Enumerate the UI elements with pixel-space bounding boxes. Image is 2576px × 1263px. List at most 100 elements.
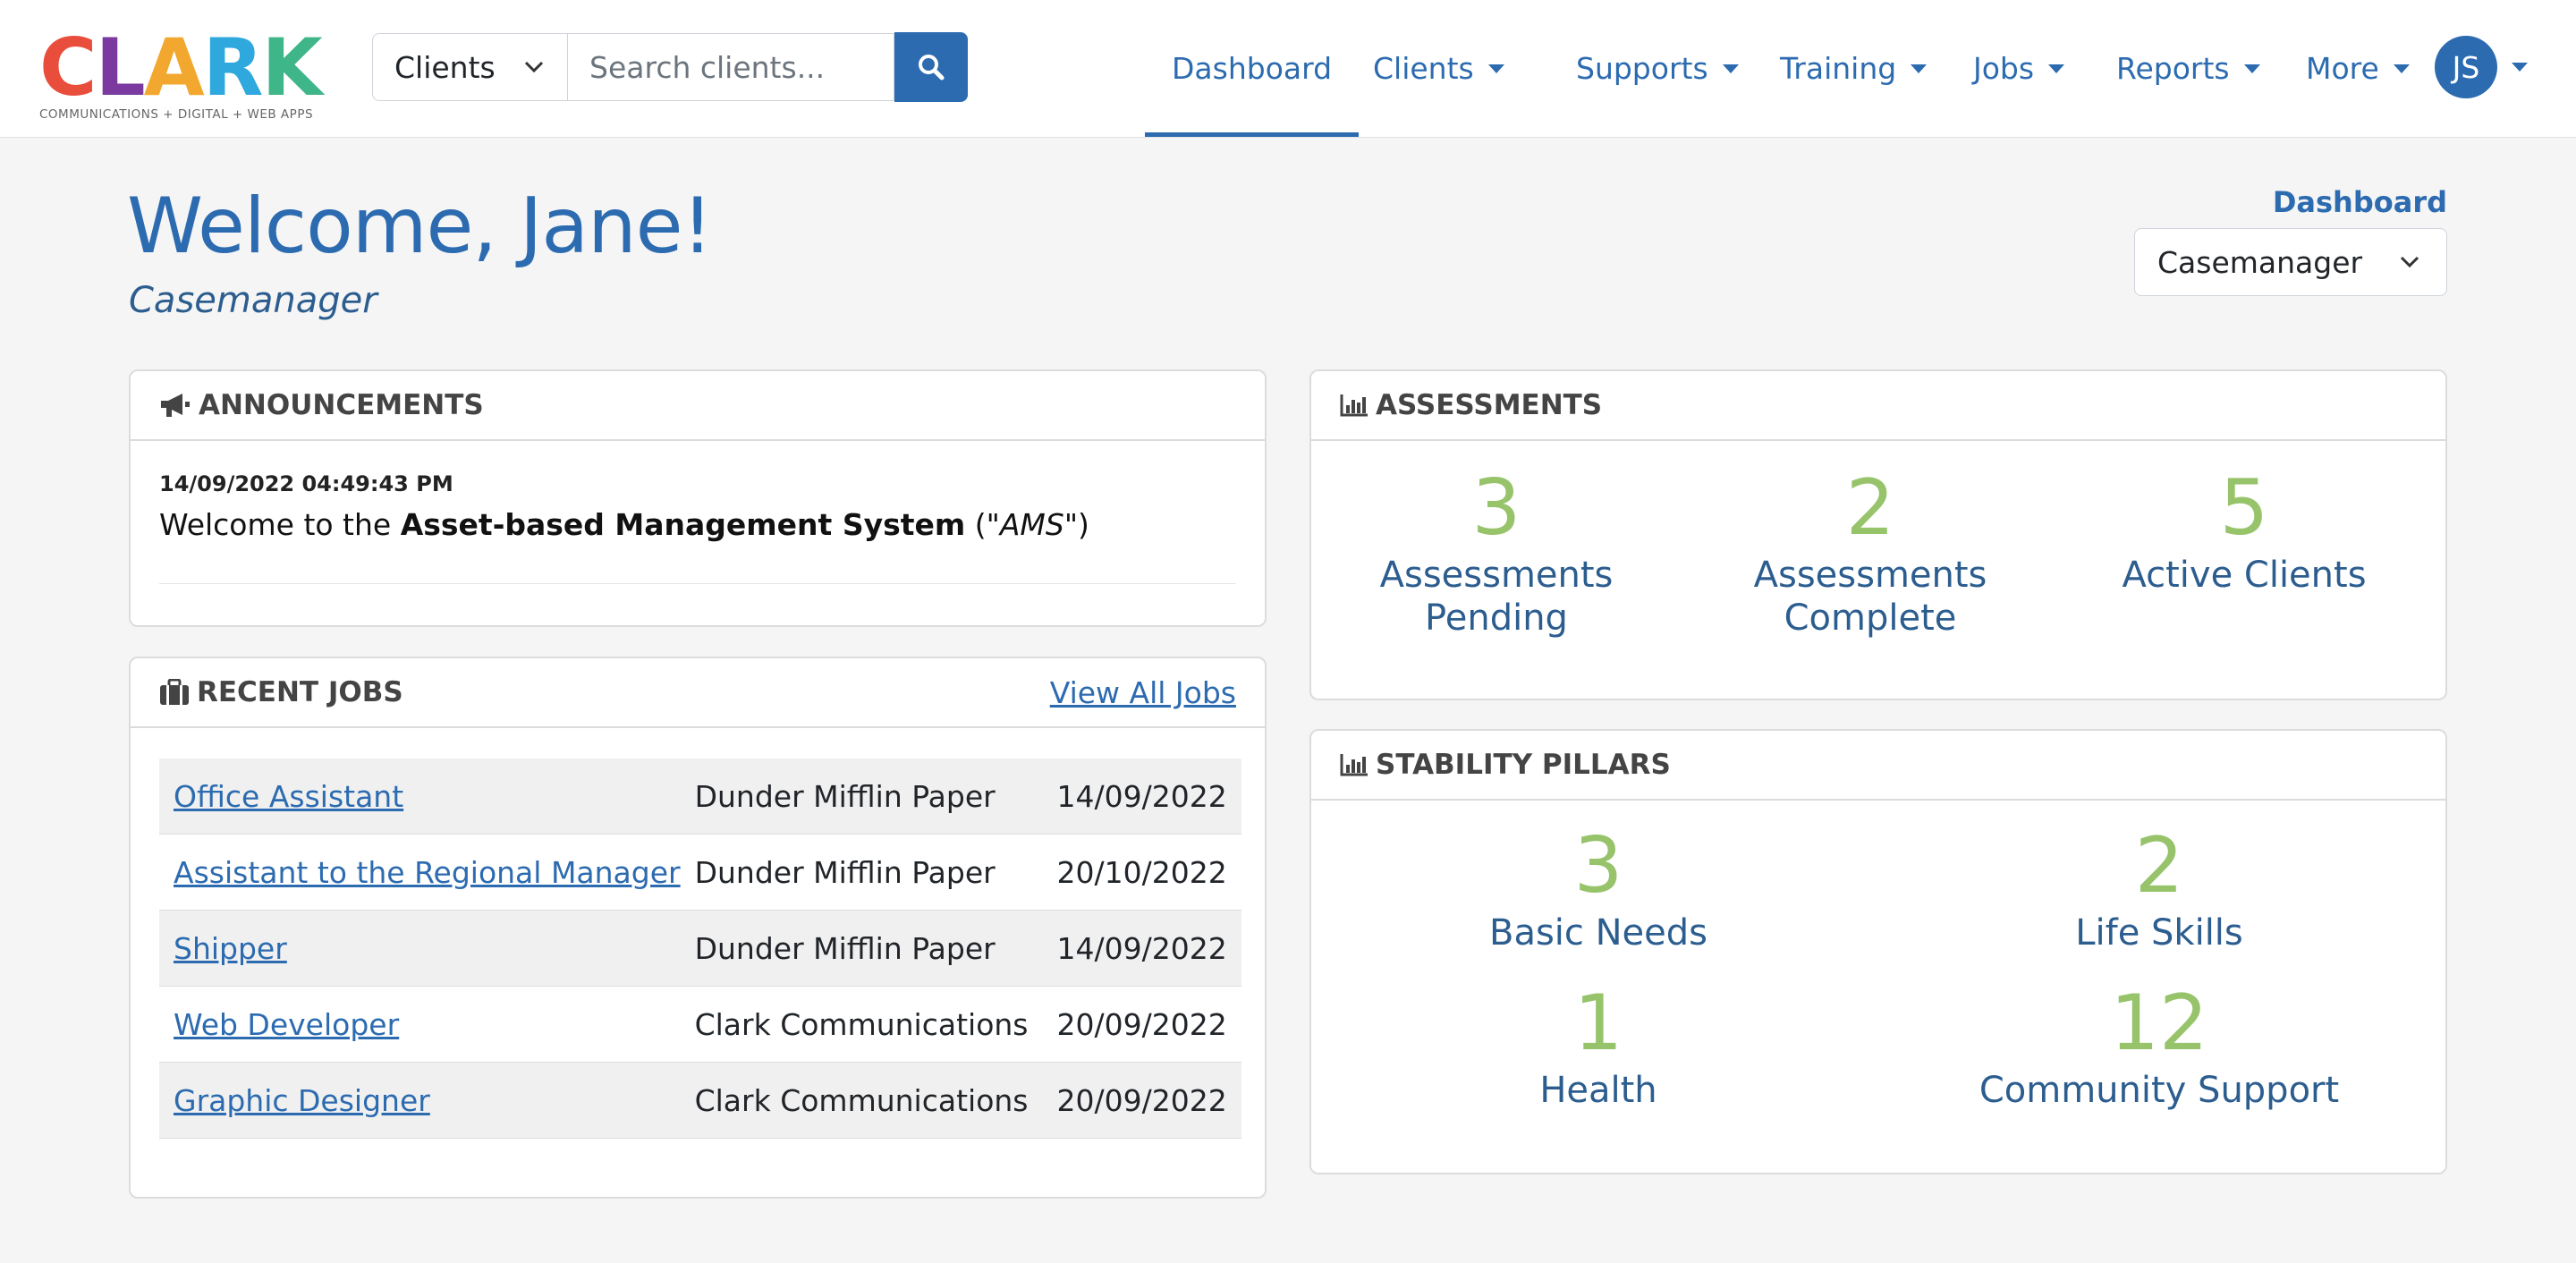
clark-logo[interactable]: CLARK COMMUNICATIONS + DIGITAL + WEB APP… xyxy=(39,21,326,123)
caret-down-icon xyxy=(1722,64,1739,73)
table-row: Web Developer Clark Communications 20/09… xyxy=(159,986,1241,1063)
job-company-cell: Clark Communications xyxy=(694,1062,1043,1139)
nav-dashboard[interactable]: Dashboard xyxy=(1145,0,1360,137)
announcement-text: Welcome to the Asset-based Management Sy… xyxy=(159,507,1236,542)
announcement-item: 14/09/2022 04:49:43 PM Welcome to the As… xyxy=(131,441,1265,584)
nav-label: Clients xyxy=(1373,51,1474,86)
stat-label: Basic Needs xyxy=(1489,912,1707,954)
job-title-cell: Shipper xyxy=(159,910,695,987)
job-title-link[interactable]: Assistant to the Regional Manager xyxy=(174,854,681,890)
stat-label: Life Skills xyxy=(2075,912,2243,954)
top-navbar: CLARK COMMUNICATIONS + DIGITAL + WEB APP… xyxy=(0,0,2576,138)
job-title-link[interactable]: Graphic Designer xyxy=(174,1082,430,1118)
stat-label: Assessments Pending xyxy=(1309,554,1684,640)
role-select-value: Casemanager xyxy=(2157,244,2363,280)
stat-label-line: Assessments xyxy=(1379,555,1614,596)
stat-value: 5 xyxy=(2219,463,2269,553)
logo-tagline: COMMUNICATIONS + DIGITAL + WEB APPS xyxy=(39,107,314,122)
job-title-link[interactable]: Shipper xyxy=(174,930,287,966)
table-row: Shipper Dunder Mifflin Paper 14/09/2022 xyxy=(159,910,1241,987)
nav-supports[interactable]: Supports xyxy=(1549,0,1766,137)
stat-life-skills: 2 Life Skills xyxy=(1971,826,2347,954)
search-button[interactable] xyxy=(894,32,968,102)
megaphone-icon xyxy=(159,392,191,419)
job-date-cell: 20/09/2022 xyxy=(1042,986,1241,1063)
dashboard-role-select[interactable]: Casemanager xyxy=(2134,228,2447,296)
job-title-link[interactable]: Office Assistant xyxy=(174,778,404,814)
stability-pillars-title: STABILITY PILLARS xyxy=(1376,749,1671,781)
stat-community-support: 12 Community Support xyxy=(1971,983,2347,1112)
stat-label: Assessments Complete xyxy=(1682,554,2058,640)
announcements-header: ANNOUNCEMENTS xyxy=(131,371,1265,441)
table-row: Graphic Designer Clark Communications 20… xyxy=(159,1062,1241,1139)
stability-pillars-header: STABILITY PILLARS xyxy=(1311,731,2445,801)
caret-down-icon xyxy=(2393,64,2410,73)
stat-label-line: Assessments xyxy=(1753,555,1987,596)
announcement-acronym: AMS xyxy=(999,507,1064,542)
search-scope-select[interactable]: Clients xyxy=(372,33,567,101)
job-company-cell: Dunder Mifflin Paper xyxy=(694,834,1043,911)
dashboard-link[interactable]: Dashboard xyxy=(2272,185,2447,219)
stat-value: 1 xyxy=(1573,979,1623,1068)
job-company-cell: Clark Communications xyxy=(694,986,1043,1063)
stat-label: Community Support xyxy=(1979,1070,2340,1111)
assessments-header: ASSESSMENTS xyxy=(1311,371,2445,441)
recent-jobs-header: RECENT JOBS View All Jobs xyxy=(131,658,1265,728)
logo-letter: K xyxy=(261,21,323,114)
job-date-cell: 20/10/2022 xyxy=(1042,834,1241,911)
nav-reports[interactable]: Reports xyxy=(2089,0,2287,137)
announcement-mid: (" xyxy=(965,507,1000,542)
announcement-prefix: Welcome to the xyxy=(159,507,401,542)
stat-value: 3 xyxy=(1471,463,1521,553)
stat-label: Active Clients xyxy=(2122,555,2367,596)
caret-down-icon[interactable] xyxy=(2512,63,2528,72)
nav-label: More xyxy=(2306,51,2379,86)
caret-down-icon xyxy=(2048,64,2065,73)
logo-letter: L xyxy=(95,21,146,114)
stat-assessments-pending: 3 Assessments Pending xyxy=(1309,468,1684,640)
stat-value: 12 xyxy=(2110,979,2208,1068)
jobs-table: Office Assistant Dunder Mifflin Paper 14… xyxy=(159,759,1241,1139)
nav-clients[interactable]: Clients xyxy=(1145,0,1531,137)
assessments-title: ASSESSMENTS xyxy=(1376,389,1603,421)
stat-label: Health xyxy=(1539,1070,1657,1111)
logo-letter: A xyxy=(143,21,205,114)
search-scope-value: Clients xyxy=(394,49,496,85)
assessments-card: ASSESSMENTS 3 Assessments Pending 2 Asses… xyxy=(1309,369,2447,700)
user-avatar[interactable]: JS xyxy=(2435,36,2497,98)
briefcase-icon xyxy=(159,679,190,706)
divider xyxy=(159,583,1236,584)
logo-letter: R xyxy=(202,21,264,114)
stat-basic-needs: 3 Basic Needs xyxy=(1411,826,1786,954)
page-title: Welcome, Jane! xyxy=(127,182,713,271)
stat-health: 1 Health xyxy=(1411,983,1786,1112)
nav-label: Dashboard xyxy=(1172,51,1333,86)
main-nav: Dashboard Clients Supports Training Jobs… xyxy=(1145,0,2410,137)
nav-label: Training xyxy=(1780,51,1897,86)
search-input[interactable] xyxy=(567,33,894,101)
chevron-down-icon xyxy=(2400,256,2419,268)
announcement-suffix: ") xyxy=(1063,507,1089,542)
job-title-cell: Graphic Designer xyxy=(159,1062,695,1139)
nav-jobs[interactable]: Jobs xyxy=(1946,0,2091,137)
user-role: Casemanager xyxy=(129,280,377,321)
job-date-cell: 14/09/2022 xyxy=(1042,910,1241,987)
stat-value: 2 xyxy=(1845,463,1895,553)
caret-down-icon xyxy=(1911,64,1928,73)
nav-training[interactable]: Training xyxy=(1753,0,1953,137)
search-icon xyxy=(919,55,945,81)
stat-label-line: Pending xyxy=(1425,598,1568,639)
view-all-jobs-link[interactable]: View All Jobs xyxy=(1049,674,1236,710)
nav-more[interactable]: More xyxy=(2279,0,2436,137)
caret-down-icon xyxy=(1487,64,1504,73)
job-title-link[interactable]: Web Developer xyxy=(174,1006,400,1042)
client-search: Clients xyxy=(372,32,968,103)
recent-jobs-card: RECENT JOBS View All Jobs Office Assista… xyxy=(129,657,1267,1199)
job-title-cell: Web Developer xyxy=(159,986,695,1063)
stat-assessments-complete: 2 Assessments Complete xyxy=(1682,468,2058,640)
job-date-cell: 14/09/2022 xyxy=(1042,759,1241,835)
caret-down-icon xyxy=(2243,64,2260,73)
stat-value: 2 xyxy=(2134,821,2184,911)
announcements-card: ANNOUNCEMENTS 14/09/2022 04:49:43 PM Wel… xyxy=(129,369,1267,627)
table-row: Assistant to the Regional Manager Dunder… xyxy=(159,834,1241,911)
